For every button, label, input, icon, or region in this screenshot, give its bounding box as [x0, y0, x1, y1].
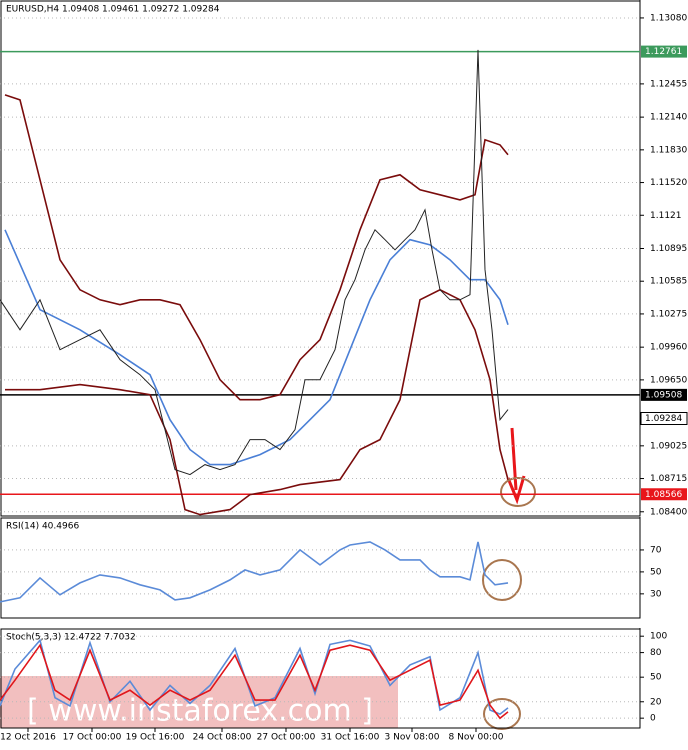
- x-tick-label: 12 Oct 2016: [0, 733, 56, 743]
- series-line: [0, 643, 509, 720]
- y-tick-label: 70: [650, 545, 662, 555]
- annotation-circle: [500, 477, 536, 507]
- series-line: [4, 94, 509, 401]
- series-line: [0, 638, 509, 716]
- y-tick-label: 1.09960: [650, 343, 687, 353]
- watermark-box: [0, 676, 398, 728]
- x-tick-label: 27 Oct 00:00: [257, 733, 316, 743]
- y-tick-label: 80: [650, 648, 662, 658]
- series-line: [0, 541, 509, 603]
- panel-title: Stoch(5,3,3) 12.4722 7.7032: [6, 633, 136, 643]
- y-tick-label: 100: [650, 632, 667, 642]
- price-label: 1.09284: [645, 414, 682, 424]
- x-tick-label: 17 Oct 00:00: [63, 733, 122, 743]
- y-tick-label: 1.10585: [650, 277, 687, 287]
- level-label: 1.12761: [645, 47, 682, 57]
- y-tick-label: 1.09650: [650, 375, 687, 385]
- level-label-box: [641, 45, 687, 58]
- series-line: [0, 49, 509, 476]
- annotation-arrow: [510, 427, 518, 491]
- y-tick-label: 1.10275: [650, 309, 687, 319]
- y-tick-label: 1.09025: [650, 441, 687, 451]
- y-tick-label: 1.13080: [650, 13, 687, 23]
- series-line: [5, 288, 509, 516]
- y-tick-label: 1.08715: [650, 474, 687, 484]
- level-label-box: [641, 488, 687, 501]
- annotation-circle: [483, 698, 521, 730]
- y-tick-label: 1.12455: [650, 79, 687, 89]
- y-tick-label: 1.08400: [650, 507, 687, 517]
- level-label: 1.08566: [645, 490, 682, 500]
- y-tick-label: 50: [650, 567, 662, 577]
- watermark: [ www.instaforex.com ]: [27, 694, 373, 729]
- annotation-circle: [482, 559, 522, 601]
- x-tick-label: 19 Oct 16:00: [126, 733, 185, 743]
- x-tick-label: 3 Nov 08:00: [385, 733, 440, 743]
- y-tick-label: 1.12140: [650, 113, 687, 123]
- x-tick-label: 31 Oct 16:00: [321, 733, 380, 743]
- y-tick-label: 30: [650, 589, 662, 599]
- annotation-arrowhead: [506, 475, 526, 505]
- panel-title: EURUSD,H4 1.09408 1.09461 1.09272 1.0928…: [6, 5, 220, 15]
- price-label-box: [640, 411, 688, 425]
- series-line: [4, 229, 509, 466]
- y-tick-label: 1.10895: [650, 244, 687, 254]
- y-tick-label: 1.11830: [650, 145, 687, 155]
- level-label-box: [641, 388, 687, 401]
- level-label: 1.09508: [645, 390, 682, 400]
- x-tick-label: 8 Nov 00:00: [449, 733, 504, 743]
- y-tick-label: 20: [650, 697, 662, 707]
- y-tick-label: 1.11520: [650, 178, 687, 188]
- x-tick-label: 24 Oct 08:00: [193, 733, 252, 743]
- y-tick-label: 50: [650, 673, 662, 683]
- panel-title: RSI(14) 40.4966: [6, 522, 79, 532]
- y-tick-label: 1.1121: [650, 211, 682, 221]
- y-tick-label: 0: [650, 714, 656, 724]
